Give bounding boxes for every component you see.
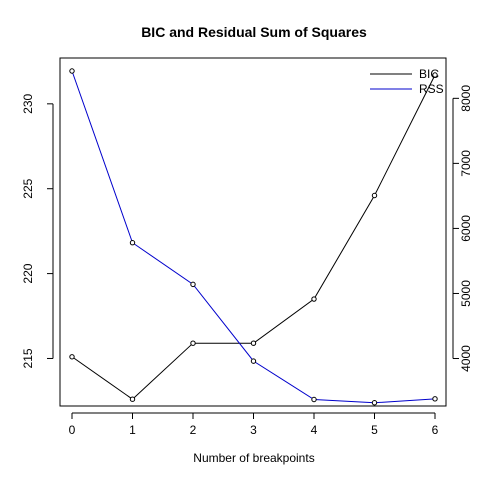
y-right-tick-label: 7000 [459, 150, 473, 177]
legend-label: RSS [419, 82, 444, 96]
y-axis-left: 215 220 225 230 [21, 94, 54, 368]
x-tick-label: 0 [69, 423, 76, 437]
bic-point [311, 296, 317, 302]
x-axis-label: Number of breakpoints [193, 451, 314, 465]
x-tick-label: 5 [371, 423, 378, 437]
series-layer [69, 68, 438, 406]
y-left-tick-label: 230 [21, 94, 35, 114]
y-right-tick-label: 5000 [459, 280, 473, 307]
bic-point [129, 396, 136, 402]
legend-label: BIC [419, 67, 439, 81]
x-axis: 0 1 2 3 4 5 6 [69, 412, 439, 437]
y-axis-right: 4000 5000 6000 7000 8000 [452, 85, 473, 372]
bic-point [371, 192, 378, 199]
rss-line [71, 70, 436, 404]
rss-point [432, 396, 438, 402]
x-tick-label: 4 [311, 423, 318, 437]
y-left-tick-label: 220 [21, 263, 35, 283]
x-tick-label: 3 [250, 423, 257, 437]
y-right-tick-label: 4000 [459, 345, 473, 372]
bic-line [71, 74, 436, 400]
bic-point [432, 72, 438, 78]
bic-point [250, 340, 257, 346]
rss-point [311, 396, 317, 403]
x-tick-label: 6 [432, 423, 439, 437]
rss-point [129, 240, 136, 246]
bic-point [190, 340, 196, 346]
chart-title: BIC and Residual Sum of Squares [141, 24, 367, 40]
rss-point [250, 358, 257, 364]
y-left-tick-label: 225 [21, 178, 35, 198]
x-tick-label: 1 [129, 423, 136, 437]
rss-point [371, 400, 378, 406]
plot-box [59, 57, 447, 407]
x-tick-label: 2 [190, 423, 197, 437]
rss-point [69, 68, 75, 74]
bic-point [69, 354, 75, 360]
rss-point [190, 281, 196, 288]
y-right-tick-label: 6000 [459, 215, 473, 242]
y-right-tick-label: 8000 [459, 85, 473, 112]
y-left-tick-label: 215 [21, 348, 35, 368]
